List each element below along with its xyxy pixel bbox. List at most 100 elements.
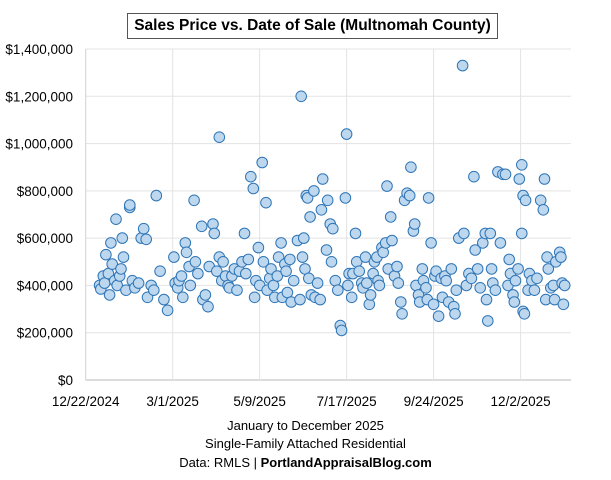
data-point (284, 253, 296, 266)
y-tick-label: $1,200,000 (5, 89, 73, 104)
data-point (420, 282, 432, 294)
data-point (405, 161, 417, 173)
data-point (296, 251, 309, 263)
data-point (468, 170, 480, 183)
data-point (528, 284, 541, 297)
data-point (179, 237, 192, 249)
data-point (345, 291, 358, 304)
data-point (303, 272, 315, 285)
data-point (100, 248, 112, 261)
data-point (516, 227, 528, 240)
data-point (311, 277, 324, 289)
data-point (148, 284, 160, 297)
data-point (132, 277, 145, 289)
data-point (154, 265, 166, 278)
y-tick-label: $1,000,000 (5, 137, 73, 152)
data-point (509, 274, 522, 287)
x-tick-label: 9/24/2025 (404, 394, 464, 409)
data-point (116, 232, 129, 244)
data-point (373, 279, 386, 292)
data-point (298, 232, 310, 244)
data-point (474, 282, 487, 294)
data-point (534, 194, 547, 207)
data-point (308, 185, 320, 197)
data-point (458, 227, 470, 240)
data-point (257, 256, 270, 268)
data-point (416, 263, 429, 275)
x-axis-tick-labels: 12/22/2024 3/1/2025 5/9/2025 7/17/2025 9/24/… (52, 394, 551, 409)
chart-subtitle-property-type: Single-Family Attached Residential (205, 436, 406, 451)
data-point (364, 289, 377, 301)
data-point (557, 298, 570, 311)
data-point (363, 298, 376, 311)
data-point (158, 293, 170, 306)
data-point (177, 291, 189, 304)
data-point (137, 222, 150, 235)
data-point (195, 220, 208, 233)
data-point (208, 227, 221, 240)
chart-title: Sales Price vs. Date of Sale (Multnomah … (127, 13, 498, 39)
data-point (240, 267, 252, 280)
data-point (445, 263, 458, 275)
data-point (485, 263, 498, 275)
data-point (287, 274, 300, 287)
gridlines (85, 48, 571, 381)
data-point (168, 251, 180, 263)
data-point (469, 244, 482, 256)
data-point (295, 90, 308, 103)
y-tick-label: $1,400,000 (5, 42, 73, 57)
data-point (199, 289, 212, 301)
data-point (471, 263, 484, 275)
data-point (361, 277, 373, 289)
data-point (110, 213, 122, 225)
x-tick-label: 3/1/2025 (146, 394, 199, 409)
data-point (213, 131, 226, 143)
data-point (381, 180, 393, 192)
data-point (403, 189, 416, 202)
data-point (115, 263, 127, 275)
data-point (555, 251, 567, 263)
data-point (396, 308, 408, 320)
data-point (161, 304, 174, 317)
data-point (391, 260, 403, 273)
data-point (314, 293, 327, 306)
data-point (245, 170, 257, 183)
data-point (432, 310, 445, 323)
source-label: Data: RMLS | (179, 455, 261, 470)
data-point (519, 194, 532, 207)
data-point (332, 284, 344, 297)
data-point (440, 274, 453, 287)
data-point (359, 251, 372, 263)
data-point (304, 211, 316, 223)
data-point (537, 204, 550, 216)
data-point (377, 246, 390, 259)
data-point (280, 265, 292, 278)
data-point (260, 196, 272, 209)
x-tick-label: 12/22/2024 (52, 394, 120, 409)
data-point (231, 284, 243, 297)
data-point (207, 218, 219, 230)
x-tick-label: 5/9/2025 (233, 394, 286, 409)
data-point (252, 241, 265, 254)
data-point (140, 233, 152, 246)
data-point (329, 274, 342, 287)
data-points (93, 59, 571, 337)
data-point (247, 182, 260, 195)
data-point (124, 199, 136, 211)
x-tick-label: 12/2/2025 (491, 394, 551, 409)
data-point (558, 279, 571, 292)
data-point (449, 308, 461, 320)
data-point (238, 227, 251, 240)
y-tick-label: $200,000 (17, 326, 73, 341)
data-point (482, 315, 494, 327)
y-tick-label: $800,000 (17, 184, 73, 199)
data-point (342, 279, 354, 292)
data-point (242, 253, 255, 266)
data-point (316, 173, 329, 185)
chart-source: Data: RMLS | PortlandAppraisalBlog.com (0, 455, 611, 470)
data-point (516, 159, 528, 171)
data-point (294, 293, 306, 306)
x-tick-label: 7/17/2025 (317, 394, 377, 409)
data-point (211, 265, 223, 278)
data-point (541, 251, 553, 263)
